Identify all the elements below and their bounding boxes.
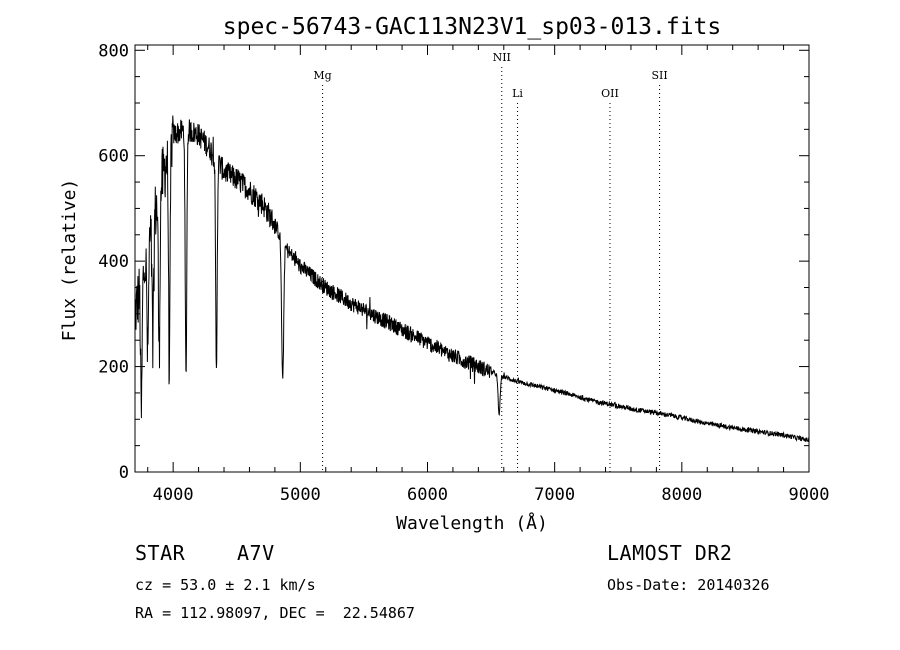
object-subclass: A7V bbox=[237, 541, 275, 565]
y-tick-label: 400 bbox=[98, 252, 129, 272]
line-marker-label: NII bbox=[493, 51, 511, 64]
sky-coordinates: RA = 112.98097, DEC = 22.54867 bbox=[135, 604, 415, 622]
x-tick-label: 9000 bbox=[789, 485, 830, 505]
y-tick-label: 0 bbox=[119, 463, 129, 483]
axis-tick-labels: 4000 5000 6000 7000 8000 9000 0 200 400 600 800 bbox=[98, 41, 829, 505]
y-axis-label: Flux (relative) bbox=[59, 179, 80, 342]
x-tick-label: 4000 bbox=[153, 485, 194, 505]
plot-frame bbox=[134, 44, 810, 473]
x-tick-label: 6000 bbox=[407, 485, 448, 505]
spectrum-series bbox=[134, 115, 810, 443]
observation-date: Obs-Date: 20140326 bbox=[607, 576, 770, 594]
redshift-cz: cz = 53.0 ± 2.1 km/s bbox=[135, 576, 316, 594]
axis-ticks bbox=[135, 45, 810, 473]
survey-name: LAMOST DR2 bbox=[607, 541, 733, 565]
line-markers: Mg NII Li OII SII bbox=[313, 51, 668, 472]
line-marker-label: SII bbox=[651, 69, 667, 82]
object-class: STAR bbox=[135, 541, 186, 565]
line-marker-label: Li bbox=[512, 87, 523, 100]
spectrum-line bbox=[134, 115, 810, 443]
x-axis-label: Wavelength (Å) bbox=[396, 512, 548, 534]
x-tick-label: 7000 bbox=[534, 485, 575, 505]
y-tick-label: 800 bbox=[98, 41, 129, 61]
chart-title: spec-56743-GAC113N23V1_sp03-013.fits bbox=[223, 14, 722, 40]
x-tick-label: 5000 bbox=[280, 485, 321, 505]
line-marker-label: Mg bbox=[313, 69, 331, 82]
y-tick-label: 600 bbox=[98, 147, 129, 167]
line-marker-label: OII bbox=[601, 87, 619, 100]
x-tick-label: 8000 bbox=[661, 485, 702, 505]
y-tick-label: 200 bbox=[98, 358, 129, 378]
